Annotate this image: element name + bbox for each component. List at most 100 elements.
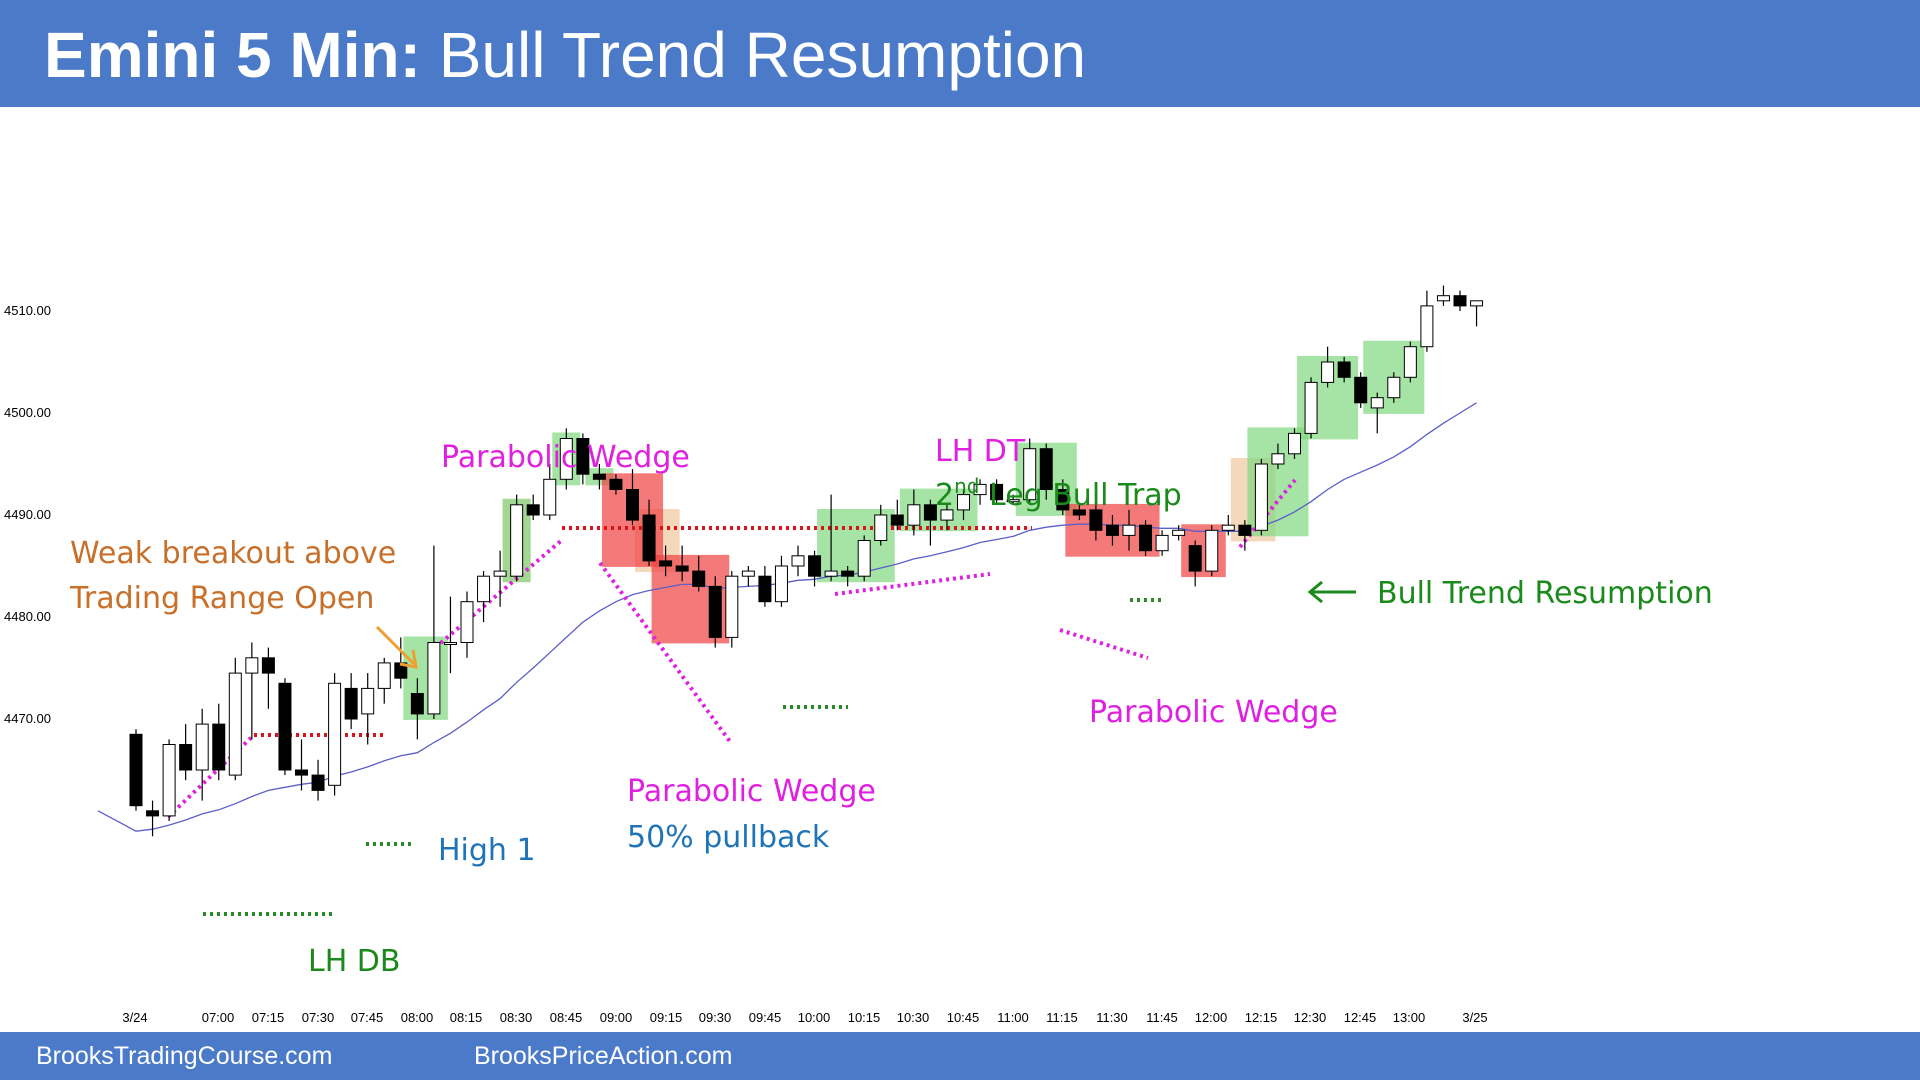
title-rest: Bull Trend Resumption <box>438 19 1087 91</box>
candle-body <box>576 438 590 475</box>
candle-body <box>957 494 970 511</box>
candle-body <box>791 555 805 567</box>
candle-body <box>1122 524 1136 536</box>
x-tick-label: 3/24 <box>122 1010 147 1025</box>
candle <box>1056 479 1070 515</box>
candle-body <box>328 682 342 786</box>
candle-body <box>592 473 606 480</box>
candle-body <box>1238 524 1252 536</box>
candle <box>675 545 689 582</box>
candle <box>1304 377 1318 439</box>
candle <box>957 489 970 521</box>
candle <box>741 566 755 587</box>
candle-body <box>559 438 573 480</box>
candle <box>1321 346 1335 388</box>
candle-body <box>245 657 259 674</box>
candle-body <box>1205 529 1219 572</box>
candle <box>758 566 772 607</box>
y-axis: 4470.00 4480.00 4490.00 4500.00 4510.00 <box>4 303 51 726</box>
candle-body <box>1172 529 1186 536</box>
x-tick-label: 12:30 <box>1294 1010 1327 1025</box>
price-chart: 4470.00 4480.00 4490.00 4500.00 4510.00 3/24… <box>4 285 1713 1025</box>
orange-arrow <box>375 625 416 666</box>
candle-body <box>1105 524 1119 536</box>
x-tick-label: 07:15 <box>252 1010 285 1025</box>
candle <box>1089 504 1103 541</box>
title-bold: Emini 5 Min: <box>44 19 421 91</box>
candle <box>973 479 987 505</box>
candle <box>1354 372 1368 408</box>
candle-body <box>692 570 706 587</box>
candle <box>311 759 325 801</box>
x-tick-label: 10:15 <box>848 1010 881 1025</box>
footer-banner: BrooksTradingCourse.com BrooksPriceActio… <box>0 1032 1920 1080</box>
candle-body <box>659 560 673 567</box>
candle-body <box>1436 295 1450 302</box>
annotation-label: Trading Range Open <box>69 581 374 616</box>
candle <box>261 647 275 709</box>
candle-body <box>1039 448 1053 491</box>
candle-body <box>460 601 474 644</box>
candle-body <box>907 504 921 526</box>
annotation-label: Weak breakout above <box>70 536 396 571</box>
candle-body <box>443 642 457 645</box>
candle-body <box>874 514 888 541</box>
annotation-label: Parabolic Wedge <box>1089 695 1338 730</box>
x-tick-label: 09:45 <box>749 1010 782 1025</box>
candle-body <box>1188 545 1202 572</box>
candle <box>245 642 259 740</box>
y-tick-label: 4510.00 <box>4 303 51 318</box>
candle <box>179 724 193 781</box>
footer-link-right[interactable]: BrooksPriceAction.com <box>474 1042 733 1070</box>
candle <box>1403 341 1417 383</box>
candle-body <box>1370 397 1384 409</box>
candle-body <box>261 657 275 674</box>
candle <box>543 464 557 521</box>
candle <box>725 571 739 648</box>
page-title: Emini 5 Min: Bull Trend Resumption <box>44 18 1086 92</box>
candle <box>460 591 474 658</box>
wedge-line <box>1059 628 1149 660</box>
candle-body <box>278 682 292 771</box>
candle-body <box>1304 381 1318 434</box>
annotation-label: 2nd Leg Bull Trap <box>935 474 1182 513</box>
footer-link-left[interactable]: BrooksTradingCourse.com <box>36 1042 333 1070</box>
x-tick-label: 10:00 <box>798 1010 831 1025</box>
candle <box>659 545 673 577</box>
annotation-label: Parabolic Wedge <box>627 774 876 809</box>
candle <box>1039 443 1053 500</box>
candle-body <box>890 514 904 526</box>
candle <box>443 596 457 674</box>
candle-body <box>344 687 358 720</box>
wedge-line <box>428 538 564 654</box>
x-tick-label: 10:45 <box>947 1010 980 1025</box>
candle <box>344 673 358 730</box>
candle <box>923 499 937 546</box>
annotation-label: High 1 <box>438 833 536 868</box>
candle <box>1172 525 1186 541</box>
candle-body <box>1221 524 1235 531</box>
x-tick-label: 11:30 <box>1096 1010 1128 1025</box>
annotation-label: Parabolic Wedge <box>441 440 690 475</box>
candle-body <box>1072 509 1086 516</box>
candle-body <box>841 570 855 577</box>
candle <box>774 555 788 607</box>
candle-body <box>129 733 143 807</box>
candle <box>1006 494 1020 505</box>
candle-body <box>626 489 639 521</box>
candle <box>1288 428 1301 459</box>
candle <box>278 678 292 776</box>
candle <box>1470 300 1484 327</box>
candle <box>791 545 805 577</box>
candle <box>1155 530 1169 556</box>
candle <box>808 550 822 587</box>
candle-body <box>179 744 193 771</box>
candle <box>295 739 308 791</box>
candle-body <box>1337 361 1351 378</box>
x-tick-label: 07:30 <box>302 1010 335 1025</box>
candle-body <box>1387 376 1401 399</box>
x-tick-label: 09:30 <box>699 1010 732 1025</box>
annotations: Weak breakout above Trading Range Open LH … <box>69 434 1713 979</box>
candle-body <box>1254 463 1268 531</box>
candle <box>129 729 143 811</box>
